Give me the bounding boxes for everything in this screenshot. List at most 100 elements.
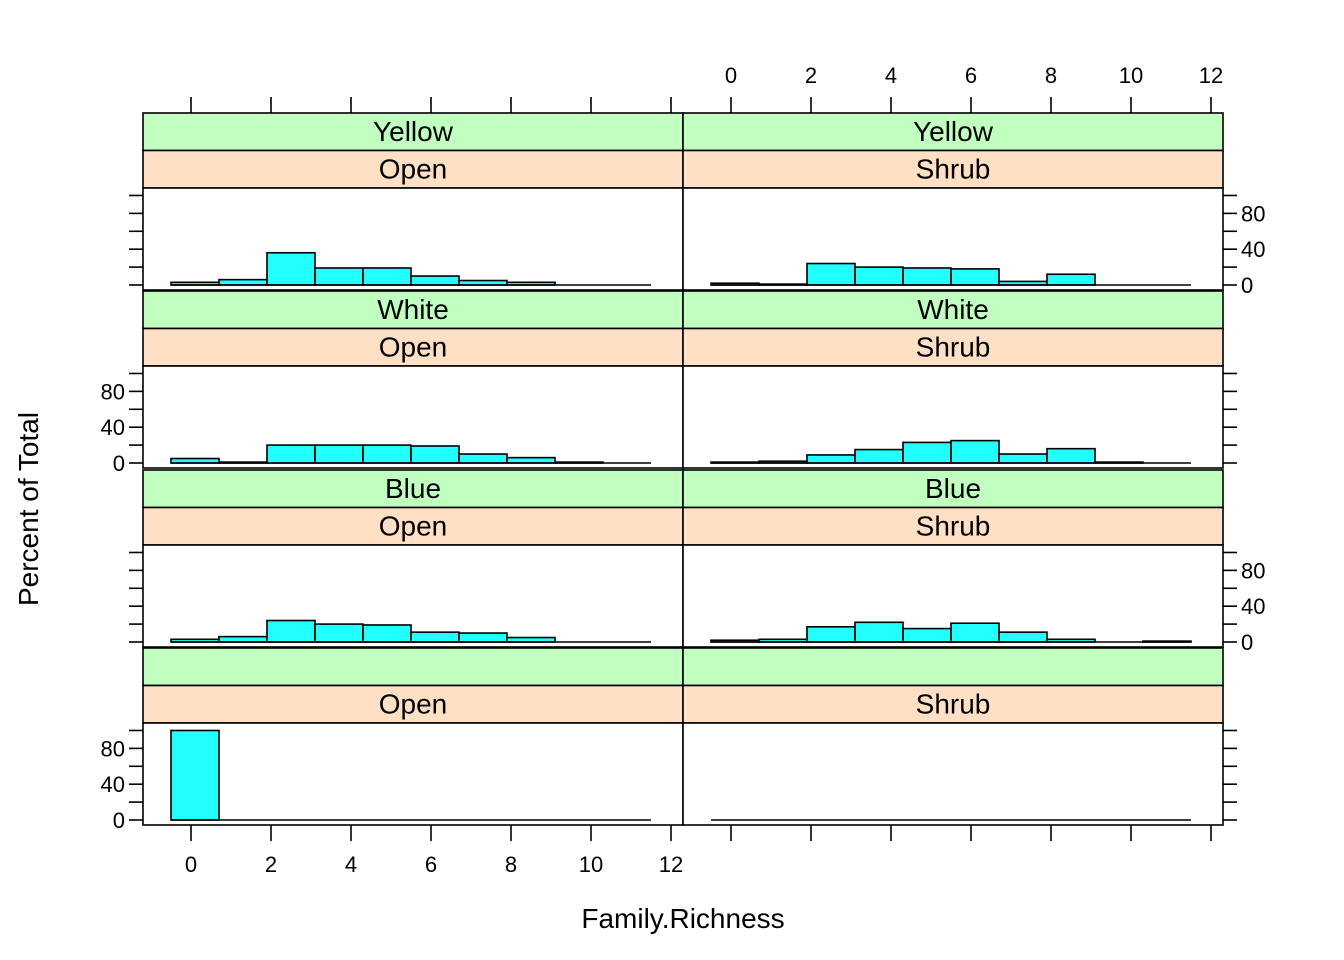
strip-bottom — [682, 506, 1224, 546]
histogram-bar — [1046, 447, 1096, 464]
histogram-bar — [854, 448, 904, 464]
y-axis-label: Percent of Total — [13, 412, 44, 606]
histogram-bar — [218, 635, 268, 643]
histogram-bar — [854, 266, 904, 286]
x-tick-label-bottom: 2 — [265, 852, 277, 877]
x-axis-label: Family.Richness — [581, 903, 784, 934]
x-tick-label-top: 8 — [1045, 63, 1057, 88]
histogram-bar — [266, 619, 316, 643]
strip-bottom — [142, 684, 684, 724]
histogram-bar — [410, 445, 460, 464]
y-tick-label: 0 — [113, 808, 125, 833]
histogram-bar — [410, 631, 460, 643]
strip-top — [682, 290, 1224, 330]
histogram-bar — [998, 453, 1048, 464]
strip-top — [682, 647, 1224, 687]
histogram-bar — [902, 627, 952, 643]
histogram-bar — [362, 444, 412, 464]
panel-white-open: White Open 0 40 80 — [101, 290, 684, 476]
x-tick-label-bottom: 0 — [185, 852, 197, 877]
plot-area — [142, 187, 684, 291]
histogram-bar — [362, 624, 412, 643]
histogram-bar — [362, 267, 412, 286]
y-tick-label: 0 — [113, 451, 125, 476]
x-tick-label-top: 6 — [965, 63, 977, 88]
x-tick-label-bottom: 4 — [345, 852, 357, 877]
y-tick-label: 80 — [101, 379, 125, 404]
x-tick-label-top: 2 — [805, 63, 817, 88]
x-tick-label-bottom: 8 — [505, 852, 517, 877]
strip-bottom-label: Shrub — [916, 331, 991, 362]
histogram-bar — [902, 441, 952, 464]
strip-top-label: Blue — [925, 473, 981, 504]
strip-bottom-label: Open — [379, 153, 448, 184]
panel-blue-shrub: Blue Shrub 0 40 80 — [682, 469, 1265, 655]
strip-top-label: Yellow — [373, 116, 454, 147]
histogram-bar — [506, 456, 556, 464]
x-tick-label-bottom: 6 — [425, 852, 437, 877]
y-tick-label: 0 — [1241, 273, 1253, 298]
histogram-bar — [410, 275, 460, 286]
y-tick-label: 40 — [101, 415, 125, 440]
y-tick-label: 80 — [1241, 201, 1265, 226]
strip-bottom-label: Open — [379, 331, 448, 362]
strip-top-label: Yellow — [913, 116, 994, 147]
axes-layer: 0 2 4 6 8 10 12 0 2 4 6 8 10 12 — [185, 63, 1223, 877]
panels-layer: Yellow Open Yellow Shrub 0 40 80 White Open 0 40 80… — [101, 112, 1265, 833]
histogram-bar — [458, 632, 508, 643]
strip-bottom — [142, 327, 684, 367]
strip-bottom-label: Open — [379, 510, 448, 541]
plot-area — [682, 722, 1224, 826]
histogram-bar — [1046, 273, 1096, 286]
histogram-bar — [266, 251, 316, 286]
histogram-bar — [266, 444, 316, 464]
plot-area — [142, 722, 684, 826]
y-tick-label: 40 — [1241, 594, 1265, 619]
strip-bottom-label: Open — [379, 688, 448, 719]
histogram-bar — [314, 444, 364, 464]
strip-bottom — [682, 684, 1224, 724]
panel-white-shrub: White Shrub — [682, 290, 1237, 469]
histogram-bar — [806, 262, 856, 286]
strip-bottom-label: Shrub — [916, 153, 991, 184]
y-tick-label: 80 — [101, 736, 125, 761]
histogram-bar — [950, 439, 1000, 464]
x-tick-label-top: 10 — [1119, 63, 1143, 88]
y-tick-label: 40 — [101, 772, 125, 797]
histogram-bar — [458, 453, 508, 464]
x-tick-label-top: 4 — [885, 63, 897, 88]
strip-bottom — [142, 149, 684, 189]
x-tick-label-bottom: 10 — [579, 852, 603, 877]
histogram-bar — [170, 729, 220, 821]
panel-blue-open: Blue Open — [129, 469, 684, 648]
x-tick-label-bottom: 12 — [659, 852, 683, 877]
strip-bottom — [682, 149, 1224, 189]
strip-bottom-label: Shrub — [916, 688, 991, 719]
histogram-bar — [314, 267, 364, 286]
histogram-bar — [806, 625, 856, 643]
histogram-bar — [218, 278, 268, 286]
histogram-bar — [950, 622, 1000, 643]
strip-bottom-label: Shrub — [916, 510, 991, 541]
x-tick-label-top: 12 — [1199, 63, 1223, 88]
panel-yellow-shrub: Yellow Shrub 0 40 80 — [682, 112, 1265, 298]
strip-top-label: White — [377, 294, 449, 325]
histogram-bar — [902, 267, 952, 286]
plot-area — [142, 544, 684, 648]
strip-top — [142, 112, 684, 152]
strip-top — [142, 290, 684, 330]
panel-blank-shrub: Shrub — [682, 647, 1237, 826]
strip-top — [142, 647, 684, 687]
histogram-bar — [998, 631, 1048, 643]
y-tick-label: 0 — [1241, 630, 1253, 655]
panel-blank-open: Open 0 40 80 — [101, 647, 684, 833]
histogram-bar — [806, 454, 856, 464]
y-tick-label: 40 — [1241, 237, 1265, 262]
strip-top-label: White — [917, 294, 989, 325]
x-tick-label-top: 0 — [725, 63, 737, 88]
histogram-bar — [314, 623, 364, 643]
strip-bottom — [142, 506, 684, 546]
strip-top-label: Blue — [385, 473, 441, 504]
